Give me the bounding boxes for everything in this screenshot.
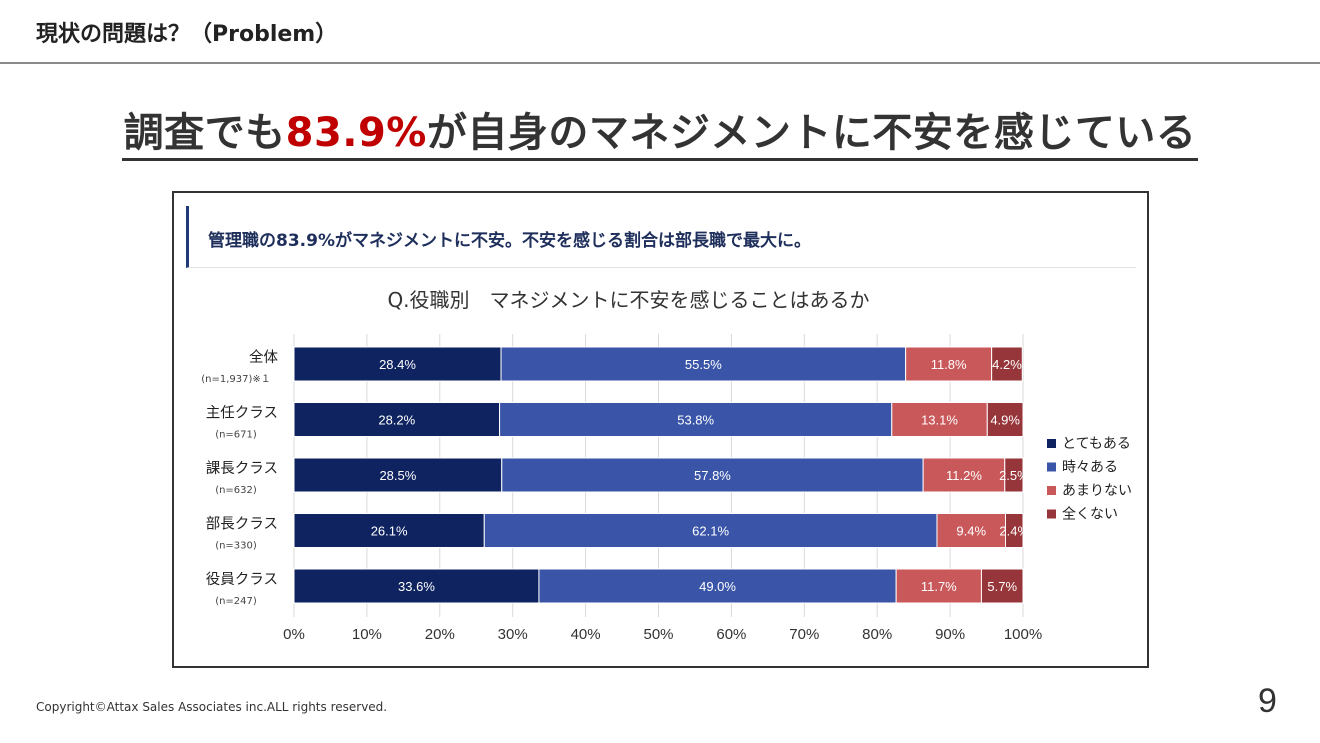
category-sample-size: (n=330) <box>215 541 257 552</box>
bar-segment <box>991 346 1023 382</box>
category-label: 全体 <box>249 348 278 366</box>
stacked-bar-chart: Q.役職別 マネジメントに不安を感じることはあるか 0% 10% 20% 30% 40% 5… <box>201 288 1132 643</box>
headline-prefix: 調査でも <box>123 110 286 156</box>
x-tick-label: 30% <box>498 626 528 643</box>
x-tick-label: 70% <box>789 626 819 643</box>
bar-segment <box>986 402 1024 437</box>
legend-swatch <box>1047 462 1056 472</box>
x-tick-label: 60% <box>716 626 746 643</box>
bar-data-label: 4.2% <box>992 357 1022 372</box>
headline-accent-percent: 83.9% <box>285 110 427 156</box>
bar-segment <box>891 402 988 437</box>
bar-data-label: 4.9% <box>990 413 1020 428</box>
category-label: 主任クラス <box>206 405 278 422</box>
category-label: 課長クラス <box>206 460 278 477</box>
legend-swatch <box>1047 486 1056 495</box>
bar-segment <box>895 568 982 604</box>
legend-label: とてもある <box>1062 436 1131 452</box>
bar-data-label: 55.5% <box>685 357 722 372</box>
bar-data-label: 5.7% <box>987 579 1017 594</box>
headline-suffix: が自身のマネジメントに不安を感じている <box>426 110 1197 156</box>
bar-segment <box>293 513 485 548</box>
legend-label: あまりない <box>1062 483 1132 499</box>
bar-data-label: 2.5% <box>999 468 1029 483</box>
bar-segment <box>293 346 502 382</box>
bar-segment <box>980 568 1024 604</box>
survey-figure: 管理職の83.9%がマネジメントに不安。不安を感じる割合は部長職で最大に。 Q.… <box>172 191 1149 668</box>
category-sample-size: (n=632) <box>215 485 257 496</box>
slide-header: 現状の問題は？（Problem） <box>0 0 1320 64</box>
x-tick-label: 10% <box>352 626 382 643</box>
bar-data-label: 11.8% <box>931 357 967 372</box>
headline-text: 調査でも83.9%が自身のマネジメントに不安を感じている <box>121 110 1199 161</box>
bar-segment <box>905 346 993 382</box>
bar-data-label: 2.4% <box>999 524 1029 539</box>
category-label: 部長クラス <box>206 516 278 533</box>
bar-segment <box>1005 513 1024 548</box>
x-tick-label: 100% <box>1004 626 1042 643</box>
bar-data-label: 9.4% <box>956 524 986 539</box>
bar-segment <box>293 402 501 437</box>
legend-label: 全くない <box>1062 506 1118 523</box>
bar-segment <box>500 346 907 382</box>
bar-segment <box>293 457 503 493</box>
category-sample-size: (n=671) <box>215 430 257 441</box>
x-tick-label: 80% <box>862 626 892 643</box>
callout-text: 管理職の83.9%がマネジメントに不安。不安を感じる割合は部長職で最大に。 <box>208 231 811 251</box>
bar-segment <box>499 402 893 437</box>
bar-data-label: 62.1% <box>692 524 729 539</box>
bar-data-label: 28.5% <box>379 468 416 483</box>
section-title: 現状の問題は？（Problem） <box>36 22 338 47</box>
bar-segment <box>1004 457 1024 493</box>
headline: 調査でも83.9%が自身のマネジメントに不安を感じている <box>0 100 1320 161</box>
bar-data-label: 11.2% <box>946 468 982 483</box>
bar-data-label: 28.4% <box>379 357 416 372</box>
category-sample-size: (n=1,937)※１ <box>201 374 271 385</box>
bar-segment <box>483 513 938 548</box>
copyright-text: Copyright©Attax Sales Associates inc.ALL… <box>36 700 388 714</box>
page-number: 9 <box>1258 682 1277 720</box>
legend-swatch <box>1047 439 1056 448</box>
bar-segment <box>501 457 924 493</box>
bar-data-label: 11.7% <box>921 579 957 594</box>
bar-data-label: 13.1% <box>921 413 958 428</box>
bar-data-label: 33.6% <box>398 579 435 594</box>
x-tick-label: 0% <box>283 626 305 643</box>
x-tick-label: 90% <box>935 626 965 643</box>
bar-data-label: 53.8% <box>677 413 714 428</box>
legend-label: 時々ある <box>1062 460 1118 476</box>
bar-data-label: 26.1% <box>371 524 408 539</box>
bar-segment <box>936 513 1007 548</box>
x-tick-label: 40% <box>571 626 601 643</box>
legend-swatch <box>1047 509 1056 519</box>
callout-box: 管理職の83.9%がマネジメントに不安。不安を感じる割合は部長職で最大に。 <box>186 206 1136 268</box>
x-tick-label: 20% <box>425 626 455 643</box>
category-label: 役員クラス <box>206 571 278 588</box>
x-tick-label: 50% <box>643 626 673 643</box>
bar-data-label: 49.0% <box>699 579 736 594</box>
bar-data-label: 28.2% <box>378 413 415 428</box>
bar-segment <box>538 568 897 604</box>
bar-data-label: 57.8% <box>694 468 731 483</box>
chart-title: Q.役職別 マネジメントに不安を感じることはあるか <box>387 288 869 312</box>
category-sample-size: (n=247) <box>215 596 257 607</box>
